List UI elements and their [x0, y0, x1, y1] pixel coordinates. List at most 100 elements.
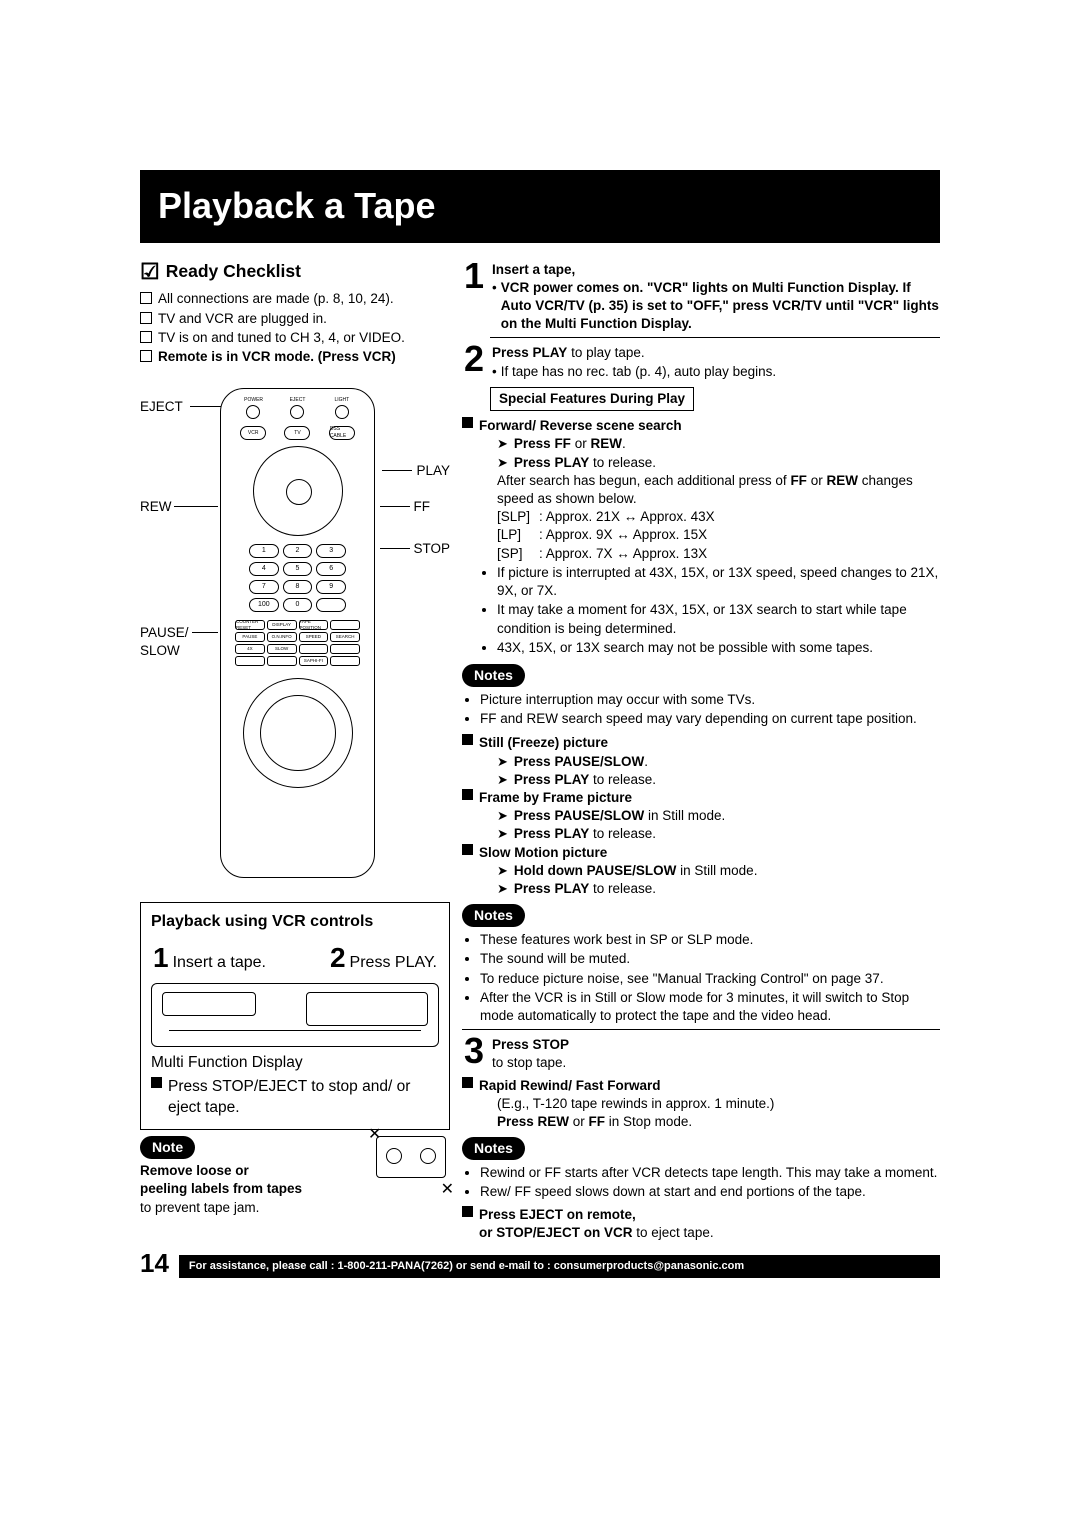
s2-press-play: Press PLAY	[492, 345, 567, 360]
rapid-l2: Press REW	[497, 1114, 569, 1129]
left-note-block: Note Remove loose or peeling labels from…	[140, 1130, 450, 1217]
note-line-2: peeling labels from tapes	[140, 1180, 320, 1198]
arrow-icon: ➤	[497, 454, 508, 472]
notes-2-list: These features work best in SP or SLP mo…	[480, 931, 940, 1025]
checklist-item: TV and VCR are plugged in.	[140, 310, 450, 328]
callout-stop: STOP	[413, 541, 450, 556]
special-features-box: Special Features During Play	[490, 387, 694, 411]
checklist-text: TV is on and tuned to CH 3, 4, or VIDEO.	[158, 329, 405, 347]
note-item: After the VCR is in Still or Slow mode f…	[480, 989, 940, 1025]
s1-body: VCR power comes on. "VCR" lights on Mult…	[501, 279, 940, 334]
checklist-item: TV is on and tuned to CH 3, 4, or VIDEO.	[140, 329, 450, 347]
rapid-head: Rapid Rewind/ Fast Forward	[479, 1077, 940, 1095]
left-column: ☑ Ready Checklist All connections are ma…	[140, 257, 450, 1243]
s3-head: Press STOP	[492, 1036, 940, 1054]
checklist-text: TV and VCR are plugged in.	[158, 310, 327, 328]
note-item: These features work best in SP or SLP mo…	[480, 931, 940, 949]
fwd-a2: Press PLAY	[514, 455, 589, 470]
cassette-icon: ✕ ✕	[372, 1126, 450, 1182]
note-item: Rew/ FF speed slows down at start and en…	[480, 1183, 940, 1201]
panel-title: Playback using VCR controls	[151, 911, 439, 933]
note-item: FF and REW search speed may vary dependi…	[480, 710, 940, 728]
remote-diagram: EJECT PLAY REW FF STOP PAUSE/ SLOW POWER…	[140, 380, 450, 890]
checkmark-icon: ☑	[140, 257, 160, 287]
arrow-icon: ➤	[497, 880, 508, 898]
frame-a1: Press PAUSE/SLOW	[514, 808, 644, 823]
x-icon: ✕	[441, 1179, 454, 1201]
square-bullet-icon	[151, 1077, 162, 1088]
s1-head: Insert a tape,	[492, 261, 940, 279]
note-item: The sound will be muted.	[480, 950, 940, 968]
square-bullet-icon	[462, 1206, 473, 1217]
step-1-number: 1	[153, 942, 169, 973]
step-1: 1 Insert a tape, •VCR power comes on. "V…	[462, 259, 940, 334]
notes-3-list: Rewind or FF starts after VCR detects ta…	[480, 1164, 940, 1201]
checkbox-icon	[140, 292, 152, 304]
s3-body: to stop tape.	[492, 1054, 940, 1072]
fwd-after: After search has begun, each additional …	[497, 472, 940, 508]
arrow-icon: ➤	[497, 753, 508, 771]
jog-dial-icon	[243, 678, 353, 788]
checklist-item: All connections are made (p. 8, 10, 24).	[140, 290, 450, 308]
s2-line: If tape has no rec. tab (p. 4), auto pla…	[501, 363, 776, 381]
arrow-icon: ➤	[497, 807, 508, 825]
step-2-number: 2	[330, 942, 346, 973]
note-line-1: Remove loose or	[140, 1162, 320, 1180]
playback-panel: Playback using VCR controls 1Insert a ta…	[140, 902, 450, 1130]
notes-1-list: Picture interruption may occur with some…	[480, 691, 940, 728]
page-title: Playback a Tape	[140, 170, 940, 243]
callout-pause-slow: PAUSE/ SLOW	[140, 625, 189, 658]
checklist-text: All connections are made (p. 8, 10, 24).	[158, 290, 394, 308]
arrow-icon: ➤	[497, 771, 508, 789]
page-number: 14	[140, 1246, 169, 1281]
dpad-icon	[253, 446, 343, 536]
arrow-icon: ➤	[497, 862, 508, 880]
note-pill: Note	[140, 1136, 195, 1159]
callout-ff: FF	[414, 499, 431, 514]
slow-a1: Hold down PAUSE/SLOW	[514, 863, 677, 878]
checkbox-icon	[140, 331, 152, 343]
rapid-l1: (E.g., T-120 tape rewinds in approx. 1 m…	[497, 1095, 940, 1113]
eject-l1: Press EJECT on remote,	[479, 1206, 940, 1224]
note-line-3: to prevent tape jam.	[140, 1199, 320, 1217]
vcr-icon	[151, 983, 439, 1047]
still-a2: Press PLAY	[514, 772, 589, 787]
square-bullet-icon	[462, 1077, 473, 1088]
frame-a2: Press PLAY	[514, 826, 589, 841]
right-column: 1 Insert a tape, •VCR power comes on. "V…	[462, 257, 940, 1243]
fwd-a1: Press FF	[514, 436, 571, 451]
notes-pill: Notes	[462, 1137, 525, 1160]
square-bullet-icon	[462, 417, 473, 428]
step-1-text: Insert a tape.	[173, 954, 266, 971]
callout-eject: EJECT	[140, 399, 183, 414]
step-2: 2 Press PLAY to play tape. •If tape has …	[462, 342, 940, 380]
callout-rew: REW	[140, 499, 172, 514]
ready-heading-text: Ready Checklist	[166, 260, 301, 284]
note-item: Picture interruption may occur with some…	[480, 691, 940, 709]
footer-bar: For assistance, please call : 1-800-211-…	[179, 1255, 940, 1278]
square-bullet-icon	[462, 844, 473, 855]
step-2-text: Press PLAY.	[350, 954, 437, 971]
note-item: To reduce picture noise, see "Manual Tra…	[480, 970, 940, 988]
notes-pill: Notes	[462, 664, 525, 687]
numpad: 1234567891000	[221, 540, 374, 616]
mfd-label: Multi Function Display	[151, 1053, 439, 1074]
remote-body: POWEREJECTLIGHT VCRTVDSS CABLE 123456789…	[220, 388, 375, 878]
arrow-icon: ➤	[497, 825, 508, 843]
small-buttons: COUNTER RESETDISPLAYTAPE POSITIONPAUSEO.…	[221, 616, 374, 670]
square-bullet-icon	[462, 734, 473, 745]
note-item: Rewind or FF starts after VCR detects ta…	[480, 1164, 940, 1182]
s2-play-rest: to play tape.	[567, 345, 644, 360]
checkbox-icon	[140, 350, 152, 362]
fwd-bullets: If picture is interrupted at 43X, 15X, o…	[497, 564, 940, 657]
ready-checklist-list: All connections are made (p. 8, 10, 24).…	[140, 290, 450, 366]
frame-head: Frame by Frame picture	[479, 789, 940, 807]
notes-pill: Notes	[462, 904, 525, 927]
arrow-icon: ➤	[497, 435, 508, 453]
speed-table: [SLP]: Approx. 21X ↔ Approx. 43X[LP]: Ap…	[497, 508, 940, 563]
slow-a2: Press PLAY	[514, 881, 589, 896]
fwd-head: Forward/ Reverse scene search	[479, 417, 940, 435]
square-bullet-icon	[462, 789, 473, 800]
checklist-text: Remote is in VCR mode. (Press VCR)	[158, 348, 396, 366]
eject-l2: or STOP/EJECT on VCR	[479, 1225, 633, 1240]
